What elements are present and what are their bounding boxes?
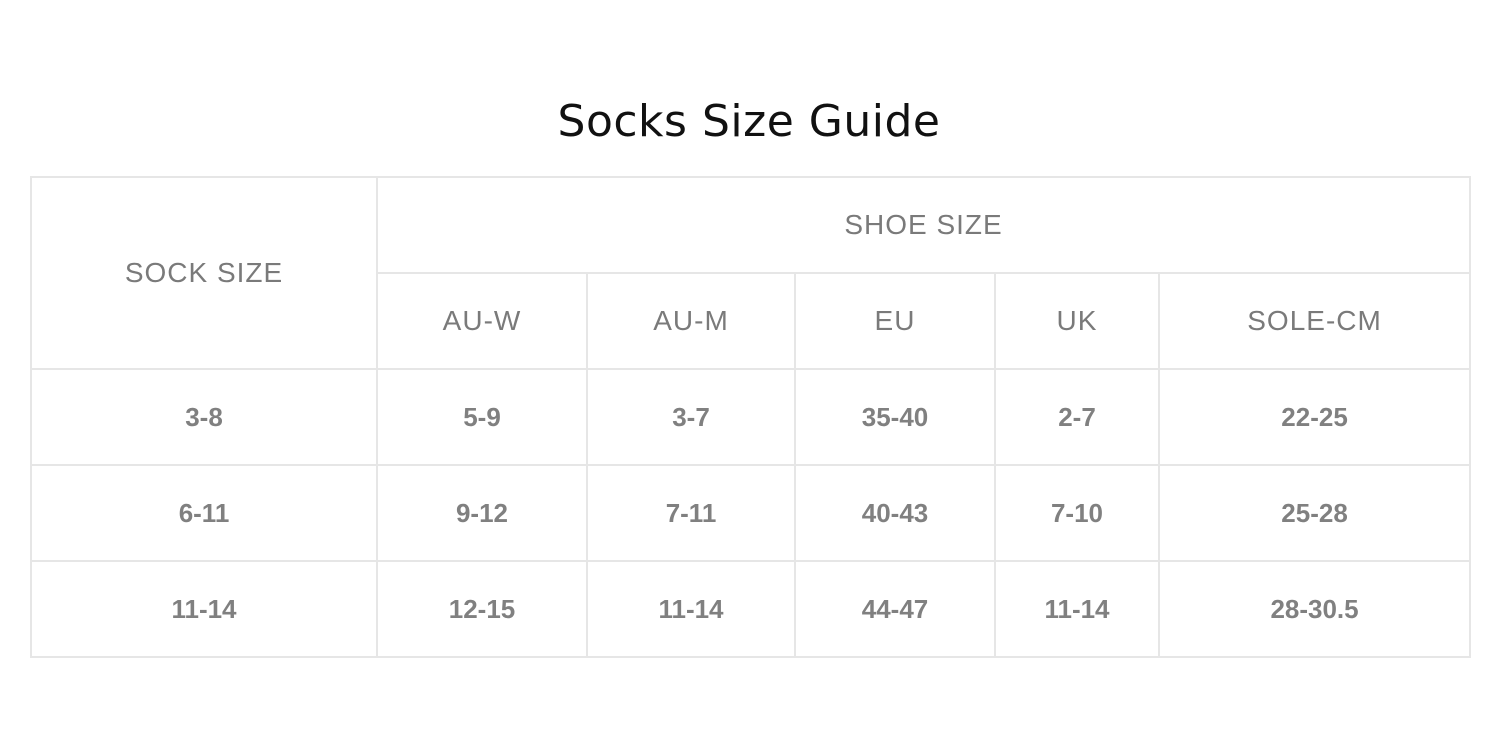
table-cell: 12-15: [376, 560, 588, 658]
size-guide-table: SOCK SIZE SHOE SIZE AU-W AU-M EU UK SOLE…: [30, 176, 1472, 658]
table-cell: 11-14: [586, 560, 796, 658]
table-cell: 3-8: [30, 368, 378, 466]
subheader-row: AU-W AU-M EU UK SOLE-CM: [31, 272, 1472, 370]
table-cell: 5-9: [376, 368, 588, 466]
column-header: AU-M: [586, 272, 796, 370]
table-cell: 11-14: [30, 560, 378, 658]
table-cell: 6-11: [30, 464, 378, 562]
table-row: 11-14 12-15 11-14 44-47 11-14 28-30.5: [30, 560, 1472, 658]
table-cell: 9-12: [376, 464, 588, 562]
table-cell: 7-10: [994, 464, 1160, 562]
table-cell: 11-14: [994, 560, 1160, 658]
column-header: EU: [794, 272, 996, 370]
table-cell: 2-7: [994, 368, 1160, 466]
table-cell: 35-40: [794, 368, 996, 466]
table-cell: 3-7: [586, 368, 796, 466]
header-row: SOCK SIZE SHOE SIZE: [30, 176, 1472, 370]
table-cell: 22-25: [1157, 368, 1472, 466]
column-header: UK: [994, 272, 1160, 370]
table-cell: 7-11: [586, 464, 796, 562]
table-cell: 25-28: [1157, 464, 1472, 562]
table-cell: 28-30.5: [1157, 560, 1472, 658]
table-cell: 44-47: [794, 560, 996, 658]
sock-size-header: SOCK SIZE: [30, 176, 378, 370]
column-header: SOLE-CM: [1157, 272, 1472, 370]
table-cell: 40-43: [794, 464, 996, 562]
column-header: AU-W: [376, 272, 588, 370]
page-title: Socks Size Guide: [557, 96, 941, 147]
table-row: 3-8 5-9 3-7 35-40 2-7 22-25: [30, 368, 1472, 466]
shoe-size-header: SHOE SIZE: [375, 176, 1472, 274]
table-row: 6-11 9-12 7-11 40-43 7-10 25-28: [30, 464, 1472, 562]
